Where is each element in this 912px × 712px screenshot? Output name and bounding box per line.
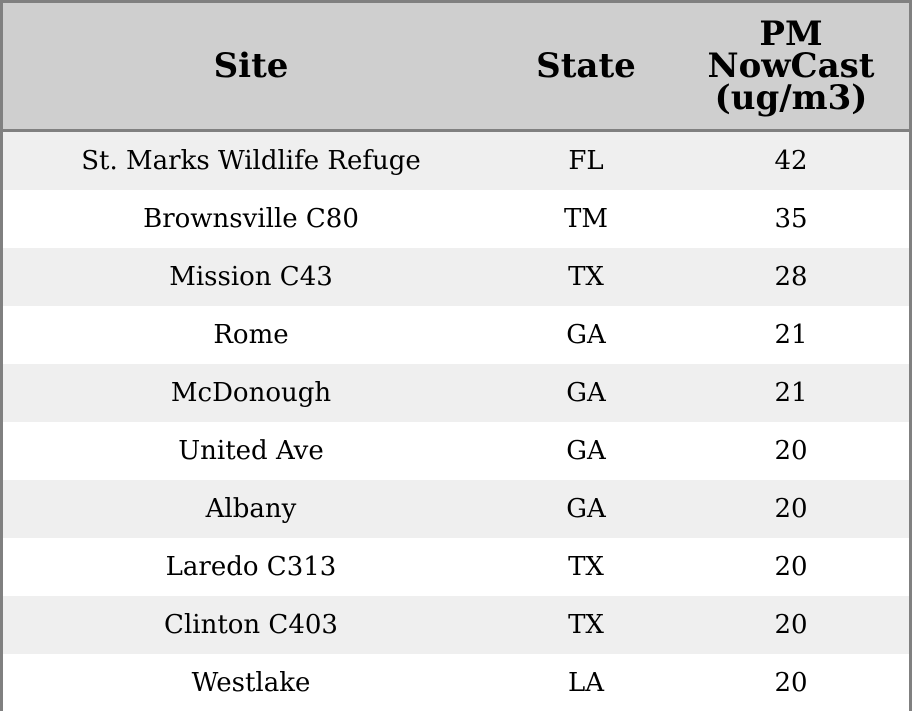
cell-pm: 42 xyxy=(673,131,909,191)
cell-state: TX xyxy=(499,538,673,596)
header-row: Site State PM NowCast (ug/m3) xyxy=(3,3,909,131)
table-row: Albany GA 20 xyxy=(3,480,909,538)
cell-site: Mission C43 xyxy=(3,248,499,306)
cell-state: FL xyxy=(499,131,673,191)
header-state: State xyxy=(499,3,673,131)
table-header: Site State PM NowCast (ug/m3) xyxy=(3,3,909,131)
cell-pm: 20 xyxy=(673,596,909,654)
cell-state: GA xyxy=(499,364,673,422)
table-row: Mission C43 TX 28 xyxy=(3,248,909,306)
cell-site: St. Marks Wildlife Refuge xyxy=(3,131,499,191)
cell-site: Westlake xyxy=(3,654,499,712)
cell-site: Clinton C403 xyxy=(3,596,499,654)
cell-pm: 35 xyxy=(673,190,909,248)
header-pm-nowcast: PM NowCast (ug/m3) xyxy=(673,3,909,131)
cell-state: LA xyxy=(499,654,673,712)
table-row: St. Marks Wildlife Refuge FL 42 xyxy=(3,131,909,191)
cell-state: TX xyxy=(499,248,673,306)
cell-state: TX xyxy=(499,596,673,654)
cell-site: Laredo C313 xyxy=(3,538,499,596)
cell-pm: 20 xyxy=(673,480,909,538)
cell-pm: 20 xyxy=(673,654,909,712)
header-site-label: Site xyxy=(214,46,289,86)
cell-site: McDonough xyxy=(3,364,499,422)
cell-pm: 21 xyxy=(673,364,909,422)
pm-nowcast-table: Site State PM NowCast (ug/m3) St. Marks … xyxy=(3,3,909,712)
cell-state: GA xyxy=(499,422,673,480)
table-row: Clinton C403 TX 20 xyxy=(3,596,909,654)
table-body: St. Marks Wildlife Refuge FL 42 Brownsvi… xyxy=(3,131,909,712)
table-row: Rome GA 21 xyxy=(3,306,909,364)
header-site: Site xyxy=(3,3,499,131)
table-row: Westlake LA 20 xyxy=(3,654,909,712)
cell-site: Albany xyxy=(3,480,499,538)
cell-pm: 20 xyxy=(673,538,909,596)
cell-pm: 21 xyxy=(673,306,909,364)
cell-site: Brownsville C80 xyxy=(3,190,499,248)
cell-state: GA xyxy=(499,480,673,538)
header-pm-line-3: (ug/m3) xyxy=(673,82,909,114)
header-state-label: State xyxy=(536,46,636,86)
table-row: McDonough GA 21 xyxy=(3,364,909,422)
cell-pm: 20 xyxy=(673,422,909,480)
cell-state: GA xyxy=(499,306,673,364)
table-row: United Ave GA 20 xyxy=(3,422,909,480)
table-row: Brownsville C80 TM 35 xyxy=(3,190,909,248)
cell-site: United Ave xyxy=(3,422,499,480)
cell-pm: 28 xyxy=(673,248,909,306)
cell-state: TM xyxy=(499,190,673,248)
table-row: Laredo C313 TX 20 xyxy=(3,538,909,596)
cell-site: Rome xyxy=(3,306,499,364)
